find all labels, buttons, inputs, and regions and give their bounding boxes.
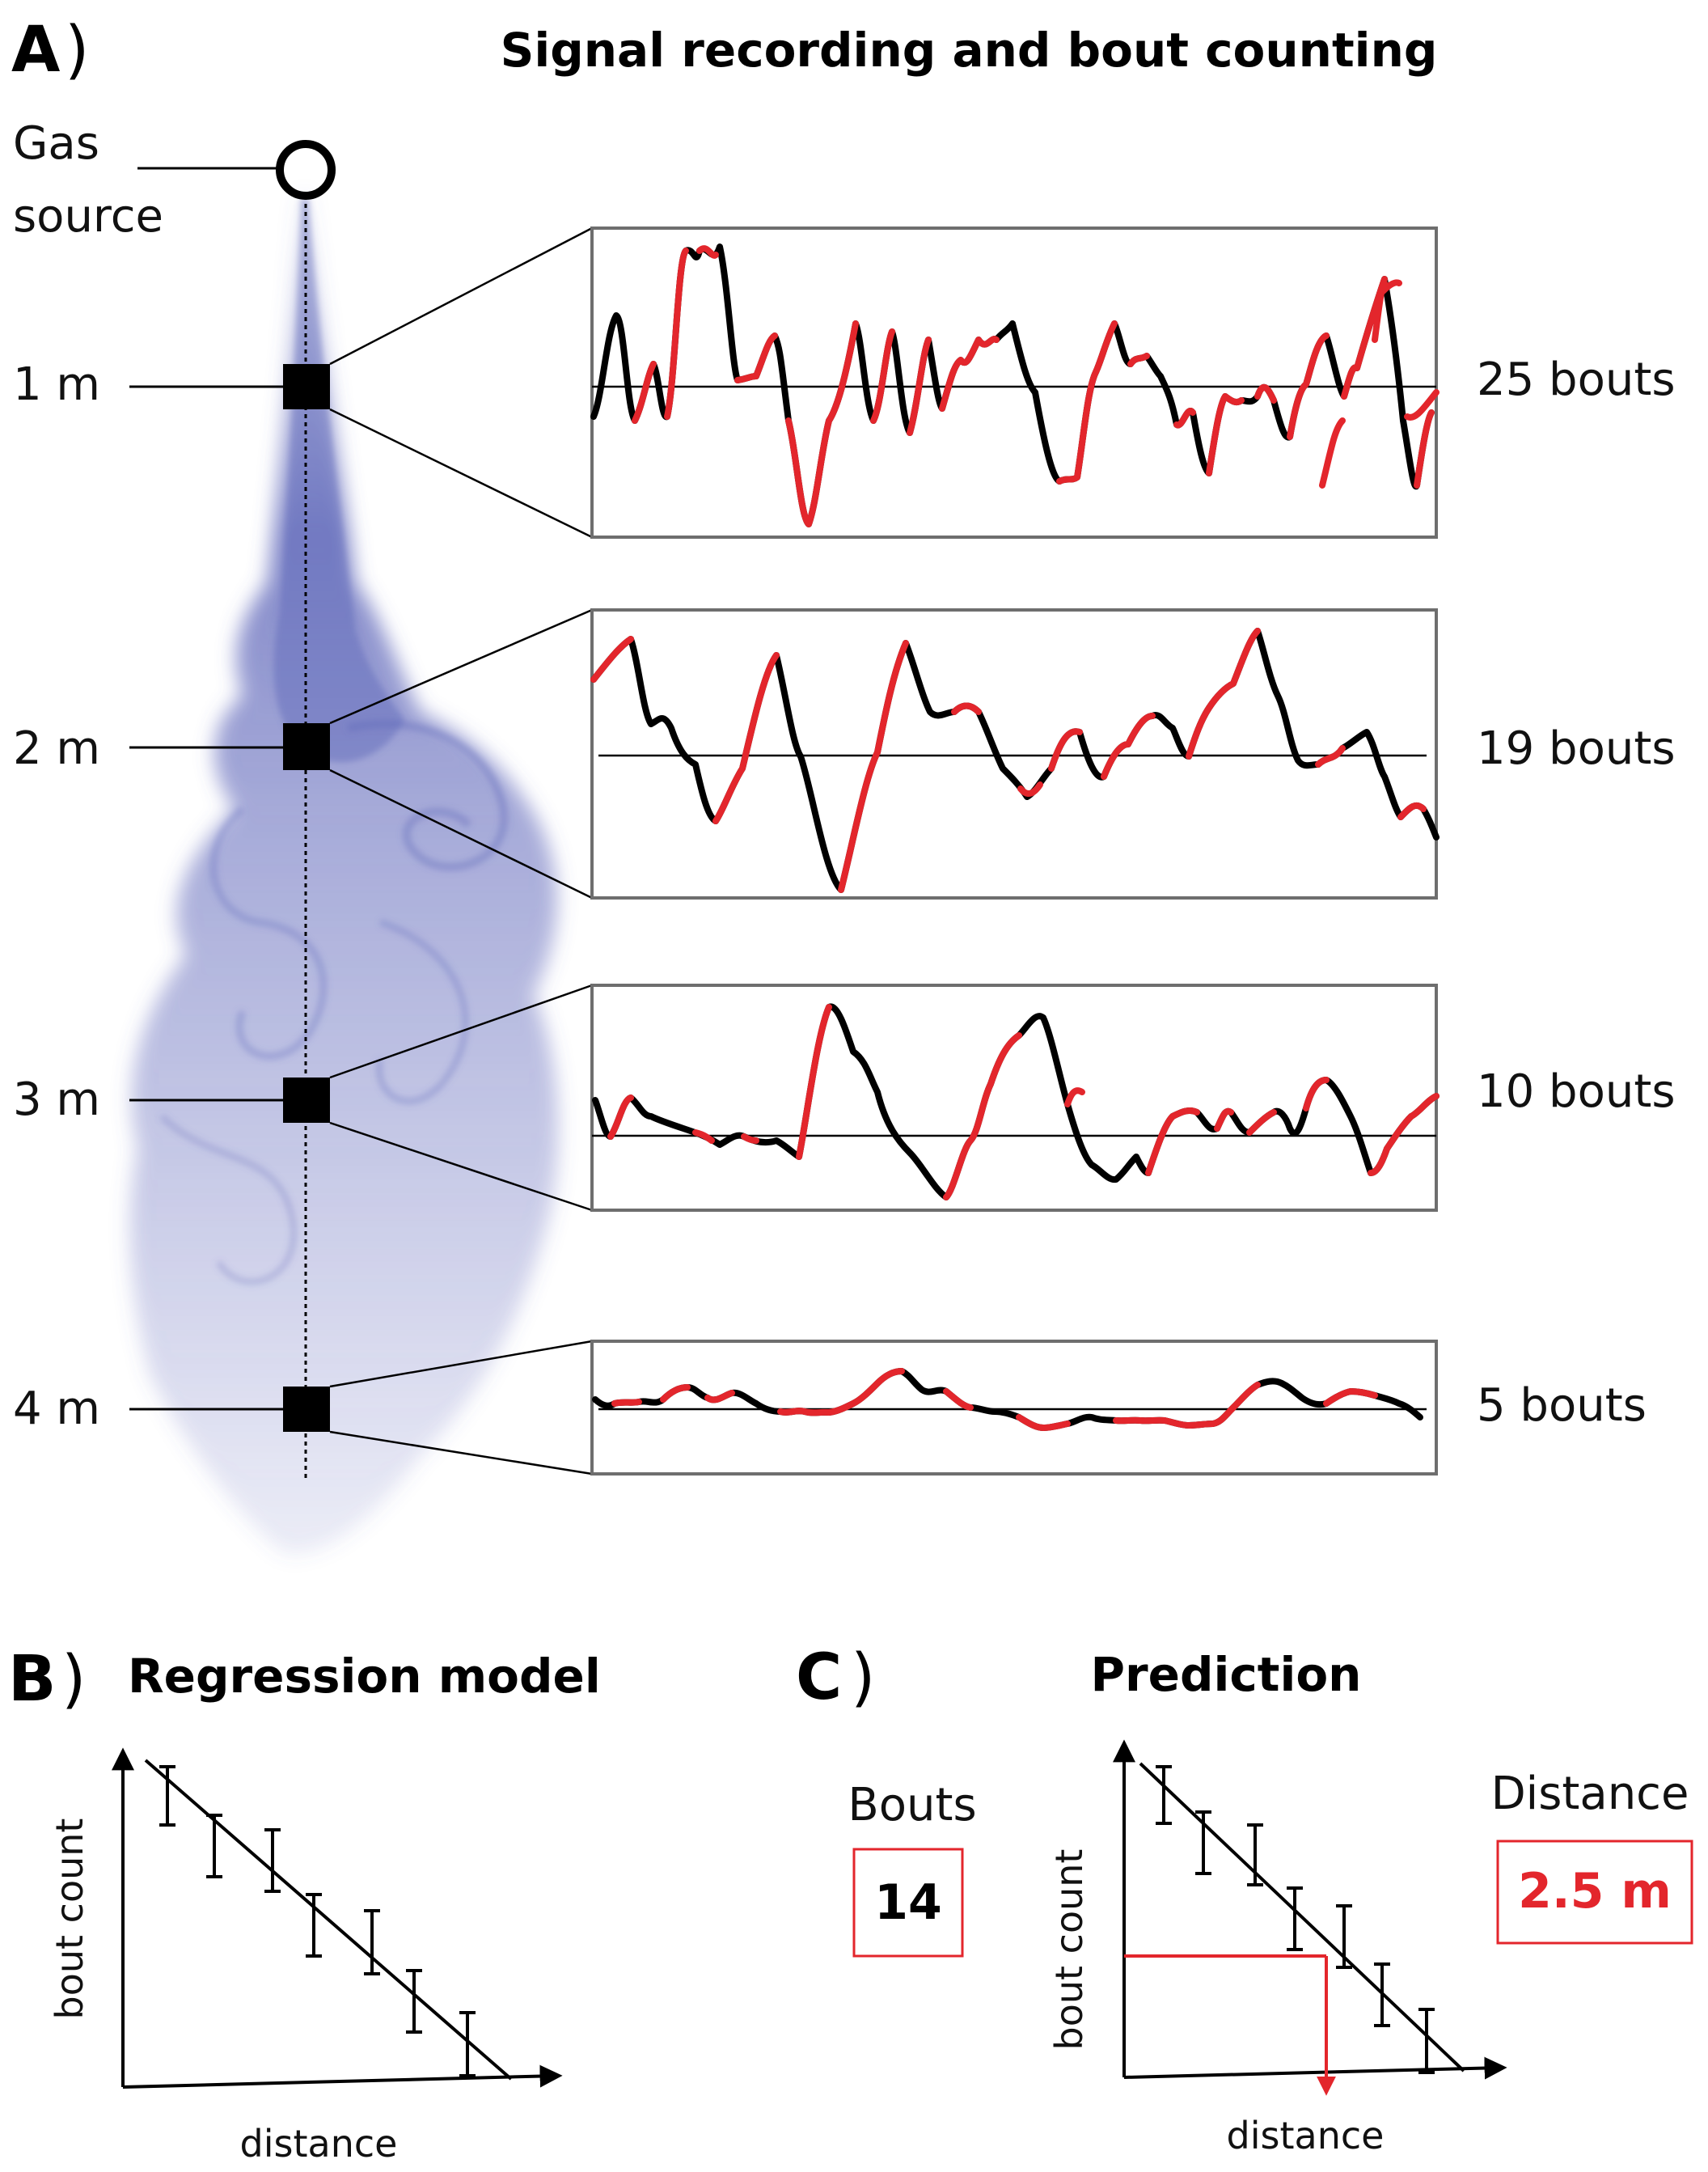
sensor-row-1: 1 m 25 bouts	[13, 227, 1676, 539]
distance-label: 4 m	[13, 1382, 100, 1435]
bouts-count-label: 10 bouts	[1477, 1065, 1676, 1118]
zoom-line-bottom	[329, 1121, 593, 1212]
panel-c-paren: )	[851, 1641, 875, 1714]
sensor-square	[283, 1078, 330, 1123]
b-y-axis-label: bout count	[48, 1818, 91, 2020]
b-x-axis	[122, 2064, 563, 2089]
bouts-count-label: 5 bouts	[1477, 1379, 1647, 1432]
c-error-bar	[1156, 1765, 1172, 1825]
zoom-line-top	[329, 227, 593, 366]
sensor-row-3: 3 m 10 bouts	[13, 984, 1676, 1212]
panel-a-paren: )	[65, 14, 89, 87]
c-error-bar	[1195, 1810, 1211, 1875]
panel-b-paren: )	[61, 1643, 86, 1716]
gas-source-label-line2: source	[13, 190, 163, 243]
distance-label: 2 m	[13, 722, 100, 775]
sensor-square	[283, 723, 330, 770]
bouts-value-box	[852, 1848, 964, 1958]
gas-source-marker	[276, 140, 336, 200]
zoom-line-bottom	[329, 768, 593, 900]
panel-c-title: Prediction	[1091, 1647, 1362, 1702]
c-error-bar	[1418, 2008, 1435, 2074]
distance-value: 2.5 m	[1518, 1863, 1672, 1920]
c-error-bar	[1247, 1823, 1263, 1886]
b-error-bar	[159, 1765, 175, 1827]
c-x-axis	[1123, 2056, 1507, 2080]
b-error-bars	[159, 1765, 476, 2077]
c-regression-line	[1139, 1762, 1465, 2073]
bouts-count-label: 25 bouts	[1477, 354, 1676, 406]
zoom-line-top	[329, 608, 593, 725]
b-error-bar	[364, 1909, 380, 1975]
zoom-line-top	[329, 984, 593, 1079]
c-error-bar	[1336, 1904, 1352, 1969]
signal-red-bouts	[607, 1004, 1440, 1200]
zoom-line-top	[329, 1340, 593, 1388]
bouts-value: 14	[874, 1874, 942, 1931]
sensor-row-2: 2 m 19 bouts	[13, 608, 1676, 900]
zoom-line-bottom	[329, 1430, 593, 1476]
c-x-axis-label: distance	[1227, 2114, 1385, 2157]
signal-trace	[592, 1003, 1440, 1200]
c-error-bar	[1287, 1886, 1303, 1951]
sensor-square	[283, 364, 330, 409]
bouts-heading: Bouts	[848, 1779, 976, 1831]
signal-red-bouts	[632, 245, 1440, 527]
panel-a-letter: A	[11, 14, 60, 87]
signal-box	[590, 1340, 1438, 1476]
c-error-bars	[1156, 1765, 1435, 2074]
signal-red-bouts	[590, 628, 1427, 893]
distance-label: 3 m	[13, 1073, 100, 1126]
signal-box	[590, 227, 1438, 539]
b-error-bar	[206, 1814, 222, 1878]
signal-box	[590, 608, 1438, 900]
signal-trace	[590, 628, 1440, 893]
gas-plume	[129, 194, 559, 1555]
gas-source-label-line1: Gas	[13, 117, 99, 170]
signal-trace	[590, 243, 1440, 527]
panel-a-title: Signal recording and bout counting	[501, 23, 1438, 78]
panel-c: C ) Prediction Bouts 14 Distance 2.5 m b…	[796, 1641, 1693, 2157]
panel-b: B ) Regression model bout count distance	[8, 1643, 601, 2166]
distance-value-box	[1496, 1840, 1693, 1945]
panel-b-title: Regression model	[128, 1649, 601, 1704]
b-error-bar	[306, 1893, 322, 1958]
b-regression-line	[144, 1759, 513, 2081]
sensor-row-4: 4 m 5 bouts	[13, 1340, 1647, 1476]
c-error-bar	[1374, 1962, 1390, 2027]
distance-heading: Distance	[1491, 1768, 1689, 1820]
sensor-square	[283, 1387, 330, 1432]
c-y-axis-label: bout count	[1047, 1849, 1091, 2051]
bouts-count-label: 19 bouts	[1477, 722, 1676, 775]
zoom-line-bottom	[329, 408, 593, 539]
b-x-axis-label: distance	[240, 2122, 398, 2166]
signal-red-bouts	[611, 1368, 1378, 1431]
b-error-bar	[406, 1969, 422, 2034]
signal-black	[590, 628, 1440, 893]
panel-b-letter: B	[8, 1643, 56, 1716]
signal-trace	[592, 1368, 1423, 1431]
b-error-bar	[264, 1828, 281, 1893]
panel-c-letter: C	[796, 1641, 842, 1714]
distance-label: 1 m	[13, 358, 100, 411]
b-error-bar	[459, 2011, 476, 2077]
panel-a: A ) Signal recording and bout counting G…	[11, 14, 1676, 1555]
